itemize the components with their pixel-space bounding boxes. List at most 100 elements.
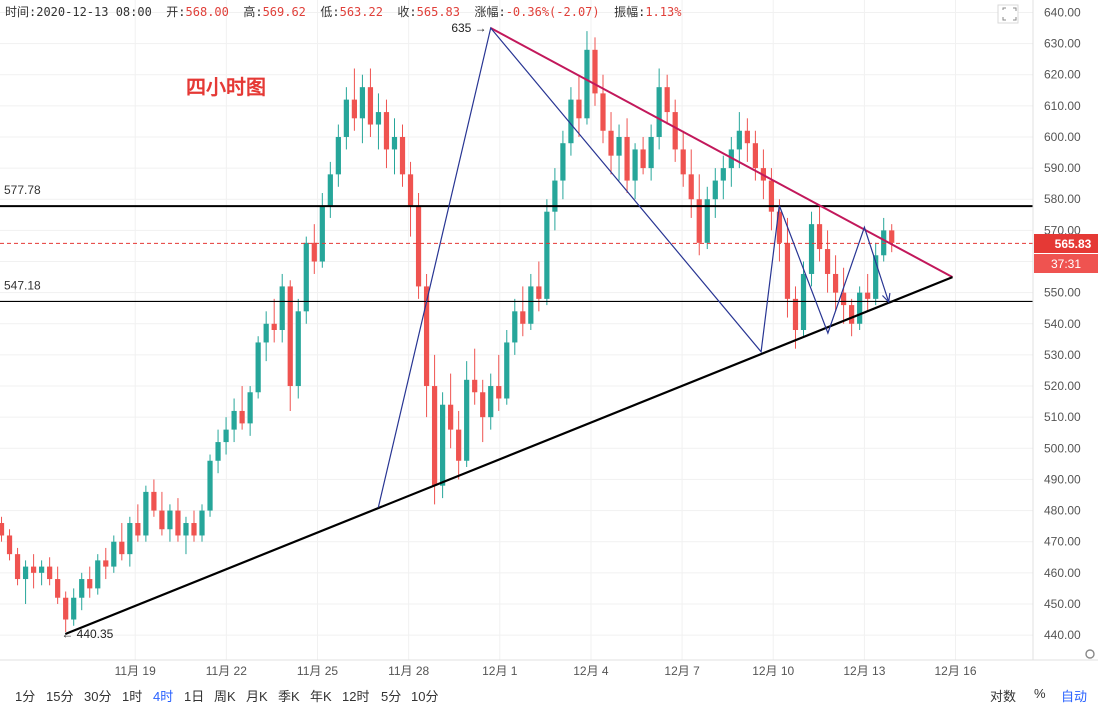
- y-tick-label: 450.00: [1044, 597, 1081, 611]
- candle-body: [30, 566, 37, 573]
- period-12h[interactable]: 12时: [342, 689, 370, 704]
- candle-body: [480, 392, 486, 418]
- candle-body: [808, 224, 815, 274]
- x-tick-label: 12月 4: [573, 664, 609, 678]
- candle-body: [752, 143, 758, 169]
- candle-body: [159, 510, 165, 530]
- ohlc-info-bar: 时间:2020-12-13 08:00 开:568.00 高:569.62 低:…: [5, 3, 681, 19]
- candle-body: [14, 554, 21, 580]
- candle-body: [792, 298, 799, 330]
- candle-body: [608, 130, 614, 156]
- candle-body: [127, 523, 133, 555]
- candle-body: [536, 286, 542, 299]
- candle-body: [223, 429, 229, 443]
- candle-body: [423, 286, 430, 387]
- period-30m[interactable]: 30分: [84, 689, 112, 704]
- candle-body: [0, 523, 5, 536]
- amplitude-label: 振幅:: [614, 5, 646, 19]
- y-tick-label: 440.00: [1044, 628, 1081, 642]
- candle-body: [111, 541, 117, 567]
- period-1d[interactable]: 1日: [184, 689, 205, 704]
- low-label: 低:: [320, 5, 340, 19]
- y-tick-label: 500.00: [1044, 441, 1081, 455]
- y-tick-label: 550.00: [1044, 286, 1081, 300]
- candle-body: [512, 311, 518, 343]
- candle-body: [520, 311, 526, 324]
- candle-body: [295, 311, 301, 387]
- y-tick-label: 470.00: [1044, 535, 1081, 549]
- y-tick-label: 590.00: [1044, 161, 1081, 175]
- candle-body: [849, 305, 855, 324]
- trendlines: [64, 26, 953, 636]
- period-5m[interactable]: 5分: [381, 689, 402, 704]
- x-tick-label: 12月 16: [935, 664, 977, 678]
- time-axis[interactable]: 11月 19 11月 22 11月 25 11月 28 12月 1 12月 4 12月 7 1…: [115, 664, 977, 678]
- candle-body: [865, 292, 871, 299]
- horizontal-levels: 577.78 547.18: [0, 183, 1033, 303]
- x-tick-label: 11月 28: [388, 664, 429, 678]
- candle-body: [183, 523, 189, 536]
- candle-body: [456, 429, 462, 461]
- candle-body: [873, 255, 879, 299]
- candle-body: [95, 560, 101, 589]
- period-10m[interactable]: 10分: [411, 689, 439, 704]
- y-tick-label: 520.00: [1044, 379, 1081, 393]
- candle-body: [464, 379, 470, 461]
- candle-body: [712, 180, 718, 200]
- period-1h[interactable]: 1时: [122, 689, 143, 704]
- x-tick-label: 11月 22: [206, 664, 247, 678]
- time-label: 时间:: [5, 5, 37, 19]
- settings-icon[interactable]: [1085, 649, 1095, 659]
- close-value: 565.83: [416, 5, 461, 19]
- percent-scale-toggle[interactable]: %: [1034, 686, 1046, 701]
- candle-body: [135, 523, 141, 536]
- candle-body: [335, 136, 341, 175]
- candle-body: [199, 510, 205, 536]
- x-tick-label: 12月 10: [752, 664, 794, 678]
- expand-icon[interactable]: [997, 4, 1019, 24]
- period-quarter[interactable]: 季K: [278, 689, 300, 704]
- candle-body: [143, 491, 149, 536]
- low-value: 563.22: [339, 5, 383, 19]
- candle-body: [215, 442, 221, 461]
- period-1m[interactable]: 1分: [15, 689, 36, 704]
- x-tick-label: 12月 13: [843, 664, 885, 678]
- candle-body: [279, 286, 285, 330]
- x-tick-label: 11月 19: [115, 664, 156, 678]
- candle-body: [776, 211, 783, 243]
- candle-body: [47, 566, 53, 580]
- current-price-label: 565.83: [1055, 237, 1092, 251]
- candle-body: [231, 410, 237, 430]
- period-4h[interactable]: 4时: [153, 689, 174, 704]
- candle-body: [600, 93, 606, 131]
- candle-body: [592, 49, 598, 94]
- candle-body: [576, 99, 582, 119]
- x-tick-label: 12月 7: [664, 664, 700, 678]
- y-tick-label: 600.00: [1044, 130, 1081, 144]
- candle-body: [303, 242, 309, 312]
- candle-body: [79, 579, 85, 598]
- period-year[interactable]: 年K: [310, 689, 332, 704]
- period-15m[interactable]: 15分: [46, 689, 74, 704]
- candle-body: [319, 205, 325, 262]
- candle-body: [440, 404, 446, 486]
- candle-body: [552, 180, 558, 212]
- countdown-label: 37:31: [1051, 257, 1081, 271]
- candle-body: [415, 205, 422, 287]
- auto-scale-toggle[interactable]: 自动: [1061, 689, 1088, 704]
- candle-body: [889, 230, 895, 243]
- support-trendline: [64, 276, 953, 636]
- candle-body: [680, 149, 686, 175]
- log-scale-toggle[interactable]: 对数: [990, 689, 1017, 704]
- price-axis[interactable]: 440.00 450.00 460.00 470.00 480.00 490.00 500.…: [1044, 5, 1081, 642]
- candle-body: [239, 410, 245, 424]
- candle-body: [744, 130, 750, 144]
- candle-body: [568, 99, 574, 144]
- wave-arrowhead: [882, 292, 891, 304]
- candle-body: [6, 535, 13, 555]
- candle-body: [343, 99, 349, 137]
- period-month[interactable]: 月K: [246, 689, 268, 704]
- candle-body: [624, 136, 630, 181]
- period-week[interactable]: 周K: [214, 689, 236, 704]
